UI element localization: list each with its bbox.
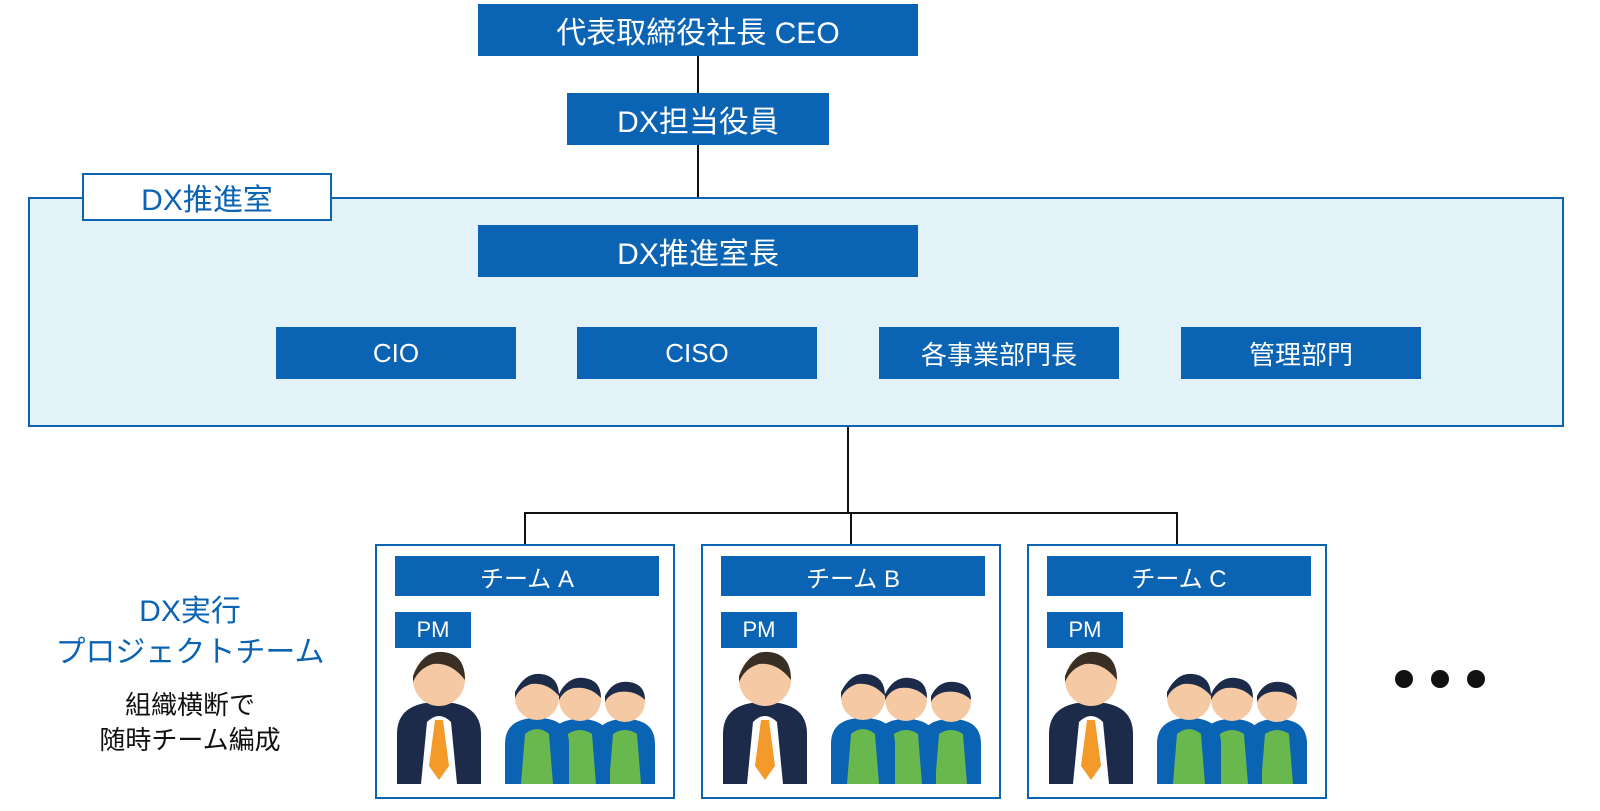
team-c-pm: PM [1047,612,1123,648]
node-ceo-label: 代表取締役社長 CEO [556,8,839,52]
connector [697,56,699,93]
ellipsis-dot [1395,670,1413,688]
node-biz-head: 各事業部門長 [879,327,1119,379]
team-a-title: チーム A [395,556,659,596]
node-biz-head-label: 各事業部門長 [921,335,1077,372]
more-teams-ellipsis [1395,670,1485,688]
team-card-b: チーム B PM [701,544,1001,799]
ellipsis-dot [1467,670,1485,688]
connector [1176,512,1178,544]
team-b-pm: PM [721,612,797,648]
team-c-title: チーム C [1047,556,1311,596]
promo-office-label-box: DX推進室 [82,173,332,221]
node-dx-officer-label: DX担当役員 [617,97,779,141]
team-a-pm: PM [395,612,471,648]
team-card-c: チーム C PM [1027,544,1327,799]
promo-office-label: DX推進室 [141,175,273,219]
node-cio-label: CIO [373,338,419,369]
connector [847,427,849,512]
team-b-people-icon [713,646,993,796]
team-a-title-label: チーム A [480,559,574,594]
node-admin-label: 管理部門 [1249,335,1353,372]
connector [850,512,852,544]
connector [524,512,526,544]
team-c-title-label: チーム C [1131,559,1226,594]
team-c-people-icon [1039,646,1319,796]
node-cio: CIO [276,327,516,379]
team-b-title-label: チーム B [806,559,900,594]
team-b-title: チーム B [721,556,985,596]
team-c-pm-label: PM [1069,617,1102,643]
team-a-pm-label: PM [417,617,450,643]
org-chart-canvas: 代表取締役社長 CEO DX担当役員 DX推進室 DX推進室長 CIO CISO… [0,0,1600,811]
team-card-a: チーム A PM [375,544,675,799]
ellipsis-dot [1431,670,1449,688]
node-dx-head: DX推進室長 [478,225,918,277]
node-ciso: CISO [577,327,817,379]
side-subtitle: 組織横断で 随時チーム編成 [60,688,320,758]
node-admin: 管理部門 [1181,327,1421,379]
node-ceo: 代表取締役社長 CEO [478,4,918,56]
team-a-people-icon [387,646,667,796]
node-dx-head-label: DX推進室長 [617,229,779,273]
node-ciso-label: CISO [665,338,729,369]
team-b-pm-label: PM [743,617,776,643]
node-dx-officer: DX担当役員 [567,93,829,145]
side-title: DX実行 プロジェクトチーム [20,592,360,673]
